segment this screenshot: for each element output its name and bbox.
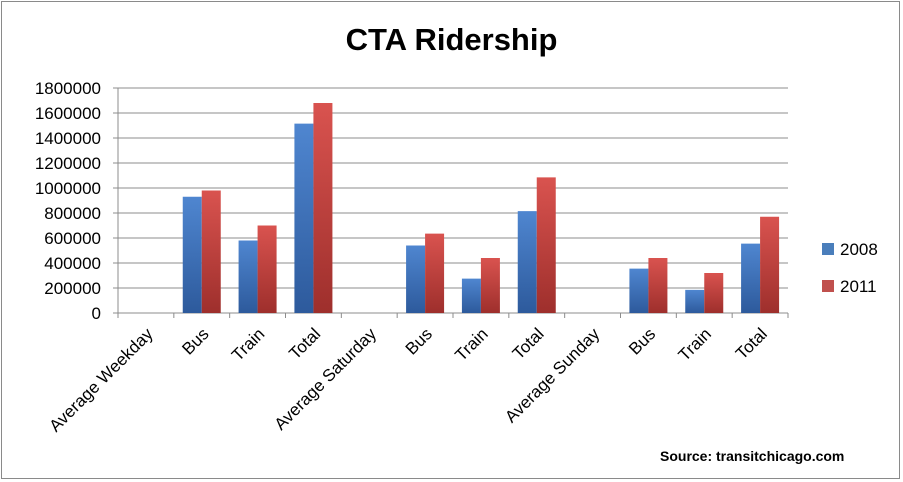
x-category-label: Average Sunday <box>501 324 603 426</box>
bar-2008-5 <box>406 245 426 313</box>
legend-label-2008: 2008 <box>840 240 878 259</box>
chart-title: CTA Ridership <box>345 22 558 57</box>
x-category-label: Average Saturday <box>271 324 381 434</box>
bar-2008-10 <box>685 289 705 313</box>
bar-2008-3 <box>294 123 314 313</box>
bar-2011-3 <box>313 103 333 313</box>
y-tick-label: 1800000 <box>35 79 101 98</box>
x-category-label: Total <box>285 324 324 363</box>
bar-2011-9 <box>648 258 668 313</box>
x-category-label: Average Weekday <box>46 324 158 436</box>
bar-2011-5 <box>425 233 445 313</box>
bar-2011-10 <box>704 273 724 313</box>
y-tick-label: 1400000 <box>35 129 101 148</box>
x-category-label: Total <box>509 324 548 363</box>
y-tick-label: 400000 <box>44 254 101 273</box>
source-note: Source: transitchicago.com <box>660 448 845 464</box>
x-category-label: Train <box>228 324 268 364</box>
x-category-label: Total <box>732 324 771 363</box>
y-tick-label: 200000 <box>44 279 101 298</box>
bar-2011-11 <box>760 216 780 313</box>
x-category-label: Train <box>675 324 715 364</box>
x-category-label: Bus <box>625 324 659 358</box>
bar-2011-2 <box>257 225 277 313</box>
bar-2008-6 <box>461 278 481 313</box>
bar-2011-7 <box>536 177 556 313</box>
legend-swatch-2011 <box>822 280 834 292</box>
y-tick-label: 600000 <box>44 229 101 248</box>
y-tick-label: 0 <box>92 304 101 323</box>
y-tick-label: 1600000 <box>35 104 101 123</box>
bar-2008-9 <box>629 268 649 313</box>
y-tick-label: 800000 <box>44 204 101 223</box>
legend-label-2011: 2011 <box>840 277 877 296</box>
bar-2008-1 <box>182 196 202 313</box>
x-category-label: Train <box>451 324 491 364</box>
bar-2011-1 <box>201 190 221 313</box>
bar-2011-6 <box>480 258 500 313</box>
x-category-label: Bus <box>402 324 436 358</box>
x-category-label: Bus <box>178 324 212 358</box>
bar-2008-7 <box>517 211 537 313</box>
y-tick-label: 1000000 <box>35 179 101 198</box>
legend-swatch-2008 <box>822 243 834 255</box>
bar-2008-11 <box>741 243 761 313</box>
bar-2008-2 <box>238 240 258 313</box>
y-tick-label: 1200000 <box>35 154 101 173</box>
